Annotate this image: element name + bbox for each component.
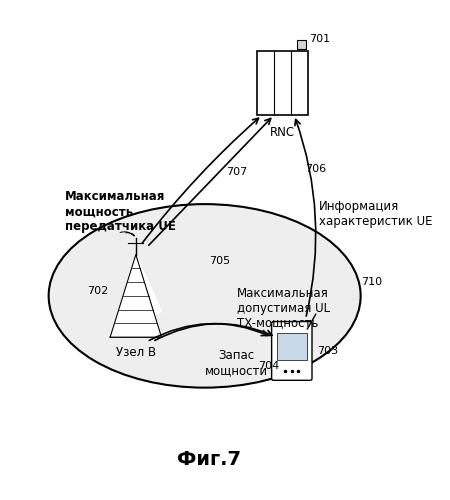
Text: 701: 701 — [309, 34, 330, 43]
Text: Информация
характеристик UE: Информация характеристик UE — [320, 200, 433, 228]
Polygon shape — [110, 254, 162, 337]
Bar — [277, 332, 306, 360]
FancyBboxPatch shape — [272, 322, 312, 380]
Bar — [257, 51, 308, 115]
Text: 707: 707 — [226, 167, 247, 177]
Text: 706: 706 — [306, 164, 327, 174]
Text: 702: 702 — [87, 286, 108, 296]
Polygon shape — [110, 254, 162, 337]
Text: Фиг.7: Фиг.7 — [177, 450, 241, 468]
Text: Максимальная
допустимая UL
TX-мощность: Максимальная допустимая UL TX-мощность — [237, 286, 330, 330]
Text: Максимальная
мощность
передатчика UE: Максимальная мощность передатчика UE — [65, 190, 176, 234]
Text: 704: 704 — [258, 360, 279, 370]
Bar — [297, 40, 306, 49]
Text: RNC: RNC — [270, 126, 295, 139]
Text: 705: 705 — [209, 256, 230, 266]
Text: 710: 710 — [360, 277, 382, 287]
Text: 703: 703 — [318, 346, 339, 356]
Text: Узел В: Узел В — [116, 346, 156, 360]
Ellipse shape — [49, 204, 360, 388]
Text: Запас
мощности: Запас мощности — [205, 349, 268, 377]
